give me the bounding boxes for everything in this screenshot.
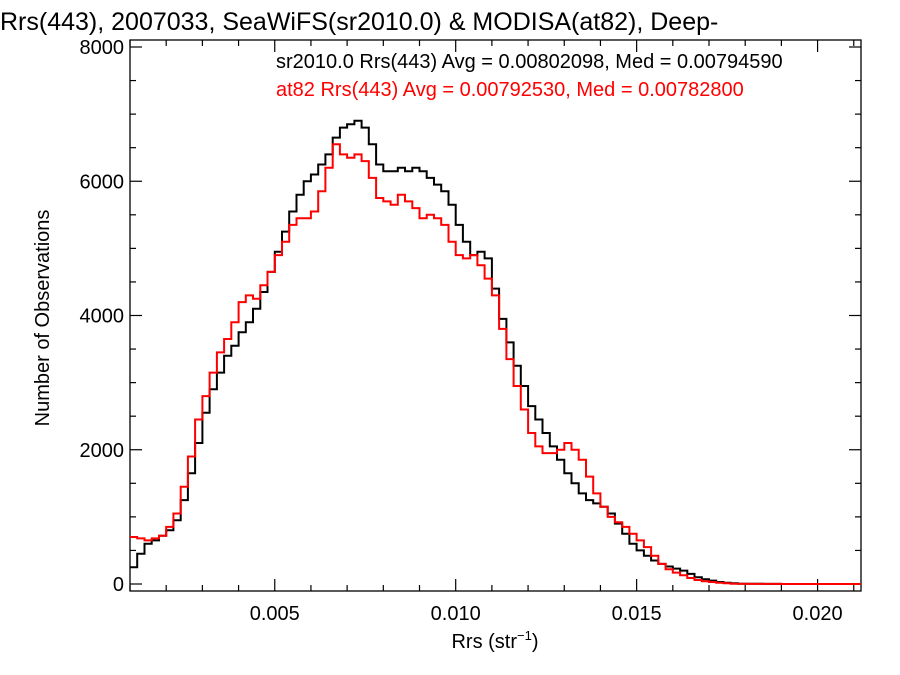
x-tick-label: 0.010 [431, 603, 481, 625]
y-axis-label: Number of Observations [32, 210, 54, 427]
y-tick-label: 8000 [80, 37, 125, 59]
plot-axes: 0.005 0.010 0.015 0.020 0 2000 4000 6000 8000 [80, 37, 862, 625]
x-axis-label-close: ) [532, 631, 539, 653]
y-tick-label: 0 [113, 574, 124, 596]
x-axis-label-main: Rrs (str [451, 631, 517, 653]
plot-frame [129, 39, 862, 592]
x-tick-label: 0.015 [612, 603, 662, 625]
series-layer [130, 119, 861, 585]
y-tick-label: 2000 [80, 440, 125, 462]
legend-entry-series-1: sr2010.0 Rrs(443) Avg = 0.00802098, Med … [276, 51, 783, 73]
y-tick-label: 6000 [80, 171, 125, 193]
x-tick-label: 0.005 [250, 603, 300, 625]
chart-title: Rrs(443), 2007033, SeaWiFS(sr2010.0) & M… [0, 8, 718, 36]
series-line-1 [130, 119, 861, 585]
legend-entry-series-2: at82 Rrs(443) Avg = 0.00792530, Med = 0.… [276, 79, 744, 101]
y-tick-label: 4000 [80, 306, 125, 328]
x-axis-label: Rrs (str−1) [451, 628, 538, 653]
x-tick-label: 0.020 [793, 603, 843, 625]
x-axis-label-sup: −1 [517, 628, 532, 643]
series-line-2 [130, 143, 861, 585]
